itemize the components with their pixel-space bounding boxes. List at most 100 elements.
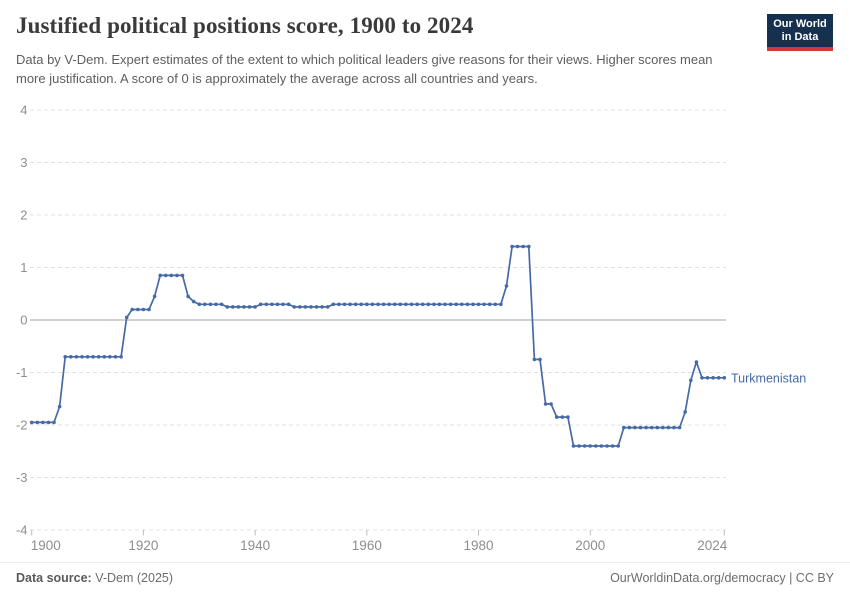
- data-point[interactable]: [560, 415, 565, 419]
- data-point[interactable]: [124, 315, 129, 320]
- data-point[interactable]: [191, 299, 196, 304]
- data-point[interactable]: [85, 355, 90, 359]
- data-point[interactable]: [594, 444, 598, 448]
- data-point[interactable]: [225, 305, 229, 309]
- series-turkmenistan[interactable]: Turkmenistan: [29, 244, 806, 448]
- data-point[interactable]: [152, 294, 157, 299]
- data-point[interactable]: [203, 302, 207, 307]
- data-point[interactable]: [398, 302, 403, 307]
- data-point[interactable]: [342, 302, 347, 307]
- data-point[interactable]: [275, 302, 280, 307]
- data-point[interactable]: [543, 402, 548, 406]
- data-point[interactable]: [616, 444, 620, 448]
- data-point[interactable]: [638, 425, 643, 430]
- data-point[interactable]: [136, 307, 140, 312]
- data-point[interactable]: [180, 273, 185, 278]
- data-point[interactable]: [264, 302, 269, 307]
- data-point[interactable]: [404, 302, 408, 307]
- data-point[interactable]: [359, 302, 364, 307]
- data-point[interactable]: [63, 355, 67, 359]
- data-point[interactable]: [52, 420, 56, 425]
- data-point[interactable]: [549, 402, 553, 406]
- data-point[interactable]: [426, 302, 431, 307]
- data-point[interactable]: [460, 302, 464, 307]
- data-point[interactable]: [147, 307, 151, 312]
- data-point[interactable]: [141, 307, 146, 312]
- data-point[interactable]: [57, 404, 62, 409]
- data-point[interactable]: [515, 244, 520, 249]
- data-point[interactable]: [365, 302, 369, 307]
- data-point[interactable]: [532, 357, 537, 362]
- data-point[interactable]: [186, 294, 190, 299]
- data-point[interactable]: [694, 360, 699, 364]
- data-point[interactable]: [588, 444, 592, 448]
- data-points[interactable]: [29, 244, 727, 448]
- data-point[interactable]: [711, 376, 715, 380]
- data-point[interactable]: [197, 302, 202, 307]
- data-point[interactable]: [538, 357, 542, 362]
- data-point[interactable]: [432, 302, 436, 307]
- data-point[interactable]: [582, 444, 587, 448]
- data-point[interactable]: [158, 273, 162, 278]
- data-point[interactable]: [337, 302, 341, 307]
- data-point[interactable]: [236, 305, 241, 309]
- data-point[interactable]: [381, 302, 386, 307]
- data-point[interactable]: [672, 425, 676, 430]
- data-point[interactable]: [331, 302, 336, 307]
- data-point[interactable]: [46, 420, 51, 425]
- data-point[interactable]: [325, 305, 330, 309]
- data-point[interactable]: [35, 420, 40, 425]
- data-point[interactable]: [231, 305, 235, 309]
- data-point[interactable]: [303, 305, 308, 309]
- data-point[interactable]: [689, 378, 693, 383]
- data-point[interactable]: [393, 302, 397, 307]
- data-point[interactable]: [644, 425, 648, 430]
- data-point[interactable]: [74, 355, 79, 359]
- data-point[interactable]: [409, 302, 414, 307]
- data-point[interactable]: [169, 273, 174, 278]
- data-point[interactable]: [705, 376, 710, 380]
- data-point[interactable]: [130, 307, 134, 312]
- data-point[interactable]: [387, 302, 392, 307]
- data-point[interactable]: [29, 420, 34, 425]
- data-point[interactable]: [521, 244, 525, 249]
- data-point[interactable]: [281, 302, 285, 307]
- data-point[interactable]: [599, 444, 604, 448]
- data-point[interactable]: [242, 305, 246, 309]
- data-point[interactable]: [649, 425, 654, 430]
- data-point[interactable]: [476, 302, 481, 307]
- data-point[interactable]: [119, 355, 123, 359]
- data-point[interactable]: [504, 284, 509, 288]
- data-point[interactable]: [96, 355, 101, 359]
- data-point[interactable]: [448, 302, 453, 307]
- footer-license-link[interactable]: OurWorldinData.org/democracy | CC BY: [610, 571, 834, 585]
- data-point[interactable]: [164, 273, 168, 278]
- data-point[interactable]: [113, 355, 118, 359]
- data-point[interactable]: [348, 302, 352, 307]
- data-point[interactable]: [577, 444, 581, 448]
- data-point[interactable]: [80, 355, 84, 359]
- data-line[interactable]: [30, 245, 726, 447]
- data-point[interactable]: [175, 273, 179, 278]
- data-point[interactable]: [605, 444, 609, 448]
- data-point[interactable]: [487, 302, 492, 307]
- data-point[interactable]: [102, 355, 107, 359]
- data-point[interactable]: [253, 305, 257, 309]
- data-point[interactable]: [655, 425, 660, 430]
- data-point[interactable]: [108, 355, 112, 359]
- data-point[interactable]: [437, 302, 442, 307]
- data-point[interactable]: [353, 302, 358, 307]
- data-point[interactable]: [566, 415, 570, 419]
- owid-logo[interactable]: Our World in Data: [767, 14, 833, 51]
- data-point[interactable]: [610, 444, 615, 448]
- data-point[interactable]: [292, 305, 297, 309]
- data-point[interactable]: [666, 425, 671, 430]
- data-point[interactable]: [571, 444, 576, 448]
- data-point[interactable]: [493, 302, 498, 307]
- data-point[interactable]: [69, 355, 73, 359]
- data-point[interactable]: [716, 376, 721, 380]
- data-point[interactable]: [677, 425, 682, 430]
- data-point[interactable]: [214, 302, 218, 307]
- data-point[interactable]: [247, 305, 252, 309]
